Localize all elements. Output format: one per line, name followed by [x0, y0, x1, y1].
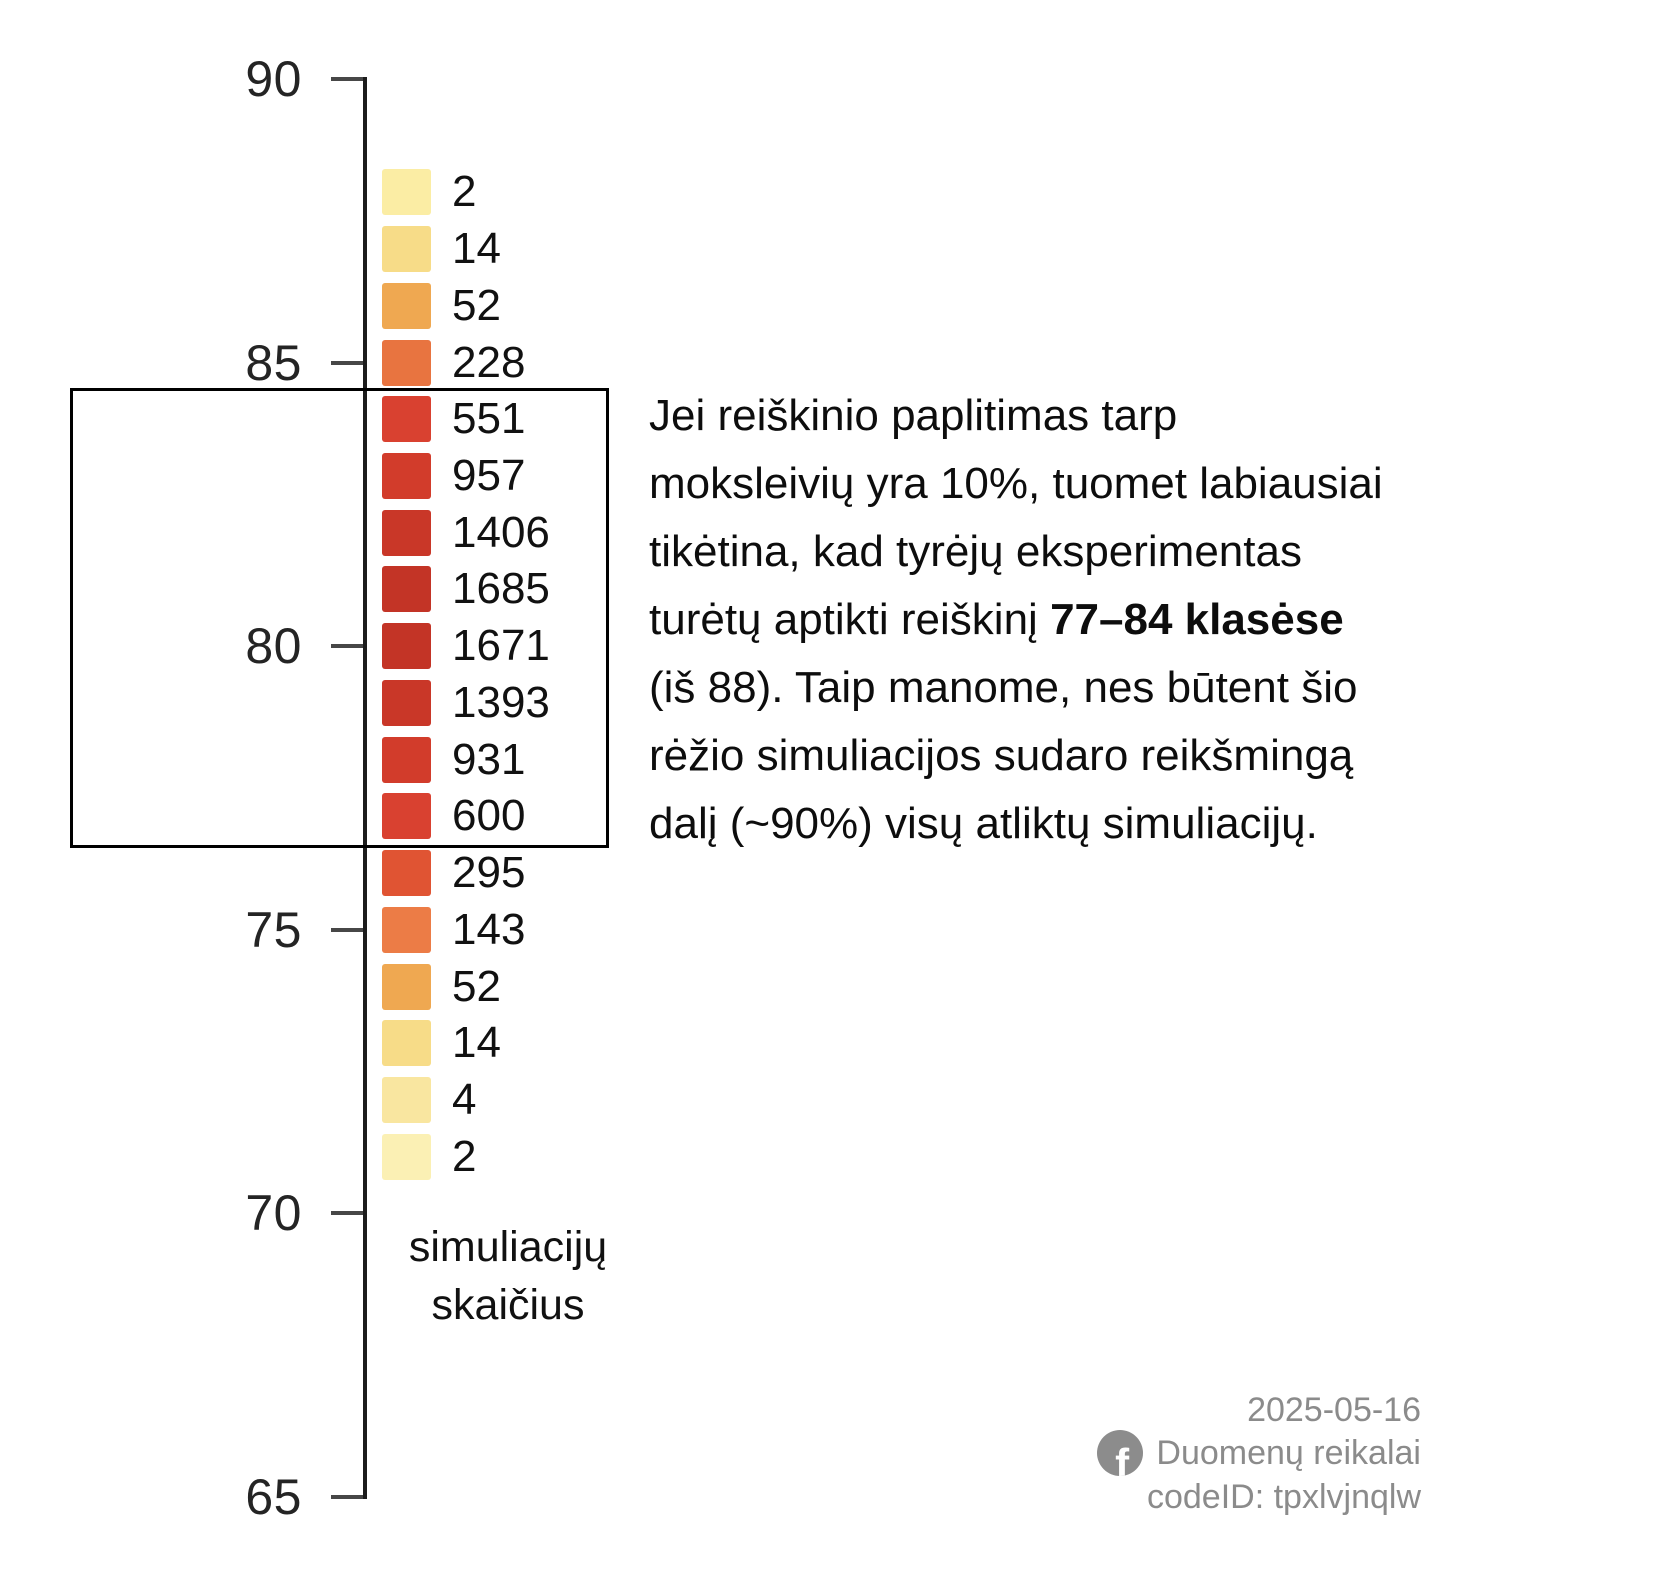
heatmap-square [382, 1020, 431, 1066]
y-axis-tick-mark [331, 928, 363, 932]
y-axis-tick-mark [331, 77, 363, 81]
legend-label-line-2: skaičius [431, 1281, 585, 1329]
y-axis-tick-label: 85 [245, 335, 302, 391]
heatmap-square [382, 453, 431, 499]
y-axis-tick-mark [331, 1211, 363, 1215]
facebook-icon: f [1097, 1430, 1144, 1477]
heatmap-square [382, 623, 431, 669]
paragraph-line: dalį (~90%) visų atliktų simuliacijų. [649, 799, 1318, 848]
y-axis-tick-mark [331, 361, 363, 365]
square-count-label: 600 [452, 791, 526, 840]
y-axis-line [363, 77, 367, 1499]
square-count-label: 52 [452, 281, 501, 330]
heatmap-square [382, 907, 431, 953]
footer-brand-name: Duomenų reikalai [1156, 1434, 1421, 1472]
square-count-label: 4 [452, 1075, 477, 1124]
paragraph-line: rėžio simuliacijos sudaro reikšmingą [649, 731, 1354, 780]
heatmap-square [382, 566, 431, 612]
square-count-label: 1406 [452, 508, 550, 557]
facebook-f-glyph: f [1115, 1440, 1130, 1477]
heatmap-square [382, 510, 431, 556]
y-axis-tick-label: 65 [245, 1469, 302, 1525]
legend-label-line-1: simuliacijų [408, 1223, 608, 1271]
square-count-label: 931 [452, 735, 526, 784]
square-count-label: 14 [452, 1018, 501, 1067]
heatmap-square [382, 1077, 431, 1123]
paragraph-line: tikėtina, kad tyrėjų eksperimentas [649, 527, 1302, 576]
footer-date: 2025-05-16 [1247, 1391, 1421, 1429]
heatmap-square [382, 340, 431, 386]
square-count-label: 295 [452, 848, 526, 897]
square-count-label: 1685 [452, 564, 550, 613]
heatmap-square [382, 226, 431, 272]
heatmap-square [382, 1134, 431, 1180]
paragraph-line: (iš 88). Taip manome, nes būtent šio [649, 663, 1358, 712]
paragraph-line: Jei reiškinio paplitimas tarp [649, 391, 1178, 440]
square-count-label: 1671 [452, 621, 550, 670]
square-count-label: 551 [452, 394, 526, 443]
y-axis-tick-label: 80 [245, 618, 302, 674]
heatmap-square [382, 964, 431, 1010]
square-count-label: 52 [452, 962, 501, 1011]
heatmap-square [382, 737, 431, 783]
heatmap-square [382, 793, 431, 839]
highlight-range-bold-text: 77–84 klasėse [1050, 595, 1344, 644]
square-count-label: 1393 [452, 678, 550, 727]
paragraph-line: moksleivių yra 10%, tuomet labiausiai [649, 459, 1383, 508]
heatmap-square [382, 850, 431, 896]
heatmap-square [382, 680, 431, 726]
heatmap-square [382, 283, 431, 329]
square-count-label: 2 [452, 1132, 477, 1181]
square-count-label: 957 [452, 451, 526, 500]
square-count-label: 228 [452, 338, 526, 387]
heatmap-square [382, 396, 431, 442]
y-axis-tick-label: 75 [245, 902, 302, 958]
heatmap-square [382, 169, 431, 215]
highlight-rectangle [70, 388, 609, 848]
explanation-paragraph: Jei reiškinio paplitimas tarp moksleivių … [649, 382, 1569, 858]
square-count-label: 143 [452, 905, 526, 954]
footer-brand: f Duomenų reikalai [1097, 1430, 1421, 1476]
square-count-label: 2 [452, 167, 477, 216]
footer-code-id: codeID: tpxlvjnqlw [1146, 1478, 1421, 1516]
square-count-label: 14 [452, 224, 501, 273]
y-axis-tick-label: 70 [245, 1185, 302, 1241]
y-axis-tick-mark [331, 644, 363, 648]
legend-label: simuliacijų skaičius [358, 1218, 658, 1334]
y-axis-tick-mark [331, 1495, 363, 1499]
y-axis-tick-label: 90 [245, 51, 302, 107]
paragraph-line: turėtų aptikti reiškinį 77–84 klasėse [649, 586, 1569, 654]
paragraph-text: turėtų aptikti reiškinį [649, 595, 1051, 644]
footer: 2025-05-16 f Duomenų reikalai codeID: tp… [1097, 1390, 1421, 1517]
